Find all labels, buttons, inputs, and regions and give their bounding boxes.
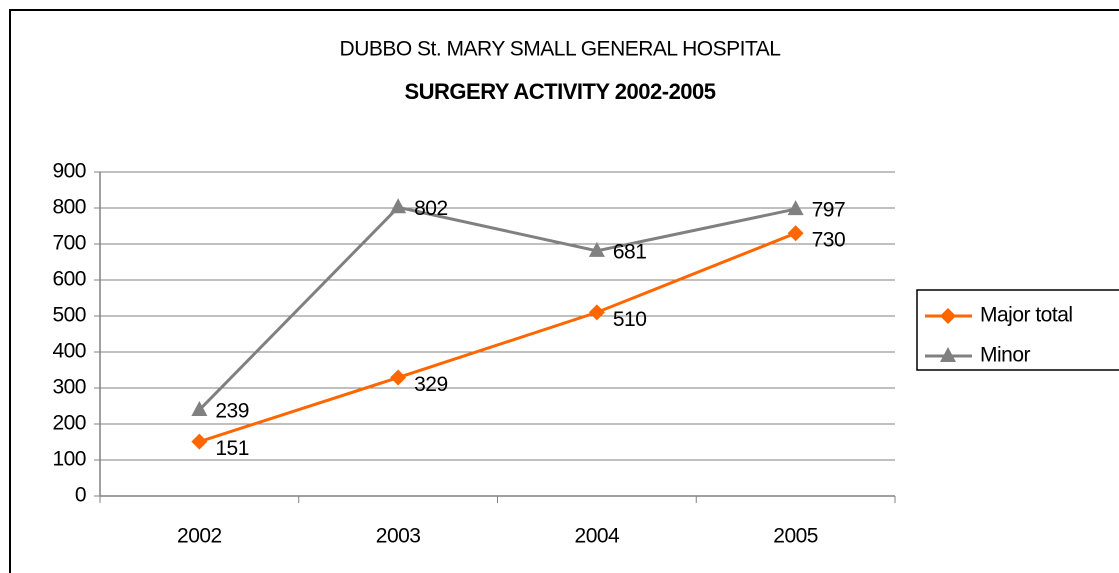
y-tick-label: 100 <box>52 448 86 471</box>
y-tick-label: 200 <box>52 412 86 435</box>
data-label: 239 <box>215 400 249 423</box>
y-tick-label: 600 <box>52 268 86 291</box>
data-point <box>191 400 208 416</box>
legend-label: Minor <box>980 344 1031 367</box>
chart-title: DUBBO St. MARY SMALL GENERAL HOSPITAL <box>340 38 781 61</box>
y-tick-label: 700 <box>52 232 86 255</box>
data-label: 329 <box>414 373 448 396</box>
x-tick-label: 2005 <box>773 525 818 548</box>
x-tick-label: 2003 <box>376 525 421 548</box>
y-tick-label: 300 <box>52 376 86 399</box>
data-label: 510 <box>613 308 647 331</box>
y-tick-label: 500 <box>52 304 86 327</box>
data-point <box>390 369 407 386</box>
series-line <box>198 231 797 444</box>
chart-subtitle: SURGERY ACTIVITY 2002-2005 <box>404 79 715 104</box>
data-point <box>787 200 804 216</box>
series-line <box>198 205 796 412</box>
data-point <box>390 198 407 214</box>
data-point <box>588 304 605 321</box>
y-tick-label: 0 <box>75 484 86 507</box>
y-tick-label: 800 <box>52 196 86 219</box>
legend-marker <box>940 347 956 362</box>
legend-label: Major total <box>980 304 1073 327</box>
data-label: 681 <box>613 240 647 263</box>
y-tick-label: 400 <box>52 340 86 363</box>
data-point <box>787 225 804 242</box>
data-label: 151 <box>215 437 249 460</box>
x-tick-label: 2004 <box>575 525 621 548</box>
data-point <box>588 241 605 257</box>
data-label: 802 <box>414 197 448 220</box>
legend-marker <box>940 308 956 324</box>
data-point <box>191 433 208 450</box>
x-tick-label: 2002 <box>177 525 222 548</box>
data-label: 730 <box>812 229 846 252</box>
data-label: 797 <box>812 199 846 222</box>
y-tick-label: 900 <box>52 160 86 183</box>
